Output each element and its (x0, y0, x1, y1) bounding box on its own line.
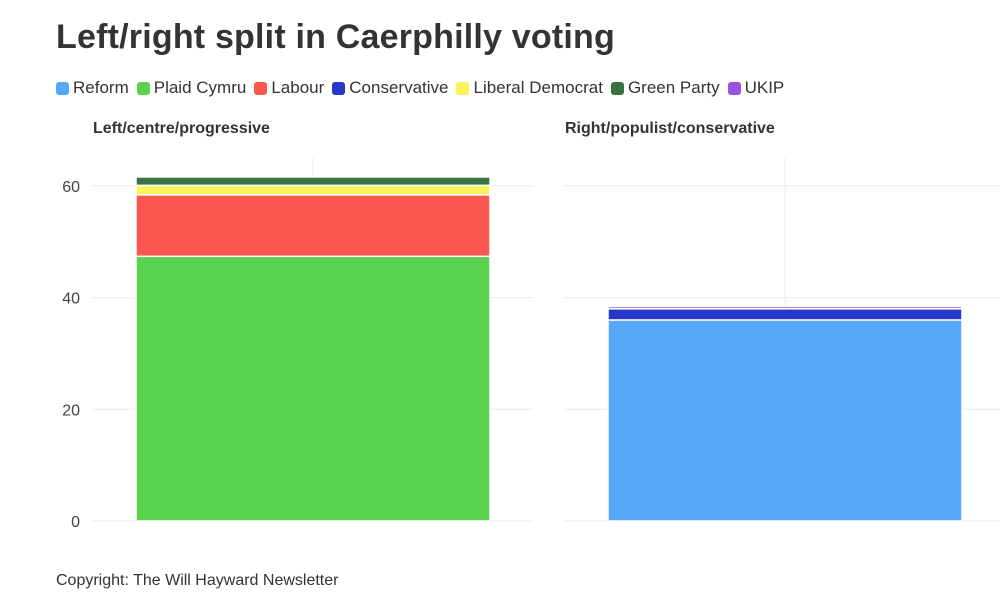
legend-swatch-conservative (332, 81, 346, 95)
legend-swatch-liberal-democrat (456, 81, 470, 95)
y-tick-label-40: 40 (62, 291, 80, 308)
y-tick-label-20: 20 (62, 402, 80, 419)
y-tick-label-60: 60 (62, 179, 80, 196)
chart-title: Left/right split in Caerphilly voting (56, 18, 615, 56)
panel-title-left: Left/centre/progressive (93, 120, 270, 137)
legend-item-conservative: Conservative (332, 78, 448, 98)
bar-segment-ukip (607, 305, 963, 310)
y-tick-label-0: 0 (71, 514, 80, 531)
legend-label-liberal-democrat: Liberal Democrat (473, 78, 603, 97)
legend-label-green-party: Green Party (627, 78, 720, 97)
legend-item-reform: Reform (56, 78, 129, 98)
legend-item-labour: Labour (254, 78, 324, 98)
bar-segment-liberal-democrat (135, 184, 491, 196)
legend-item-plaid-cymru: Plaid Cymru (136, 78, 247, 98)
legend-item-liberal-democrat: Liberal Democrat (456, 78, 603, 98)
bar-segment-labour (135, 194, 491, 258)
legend: Reform Plaid Cymru Labour Conservative L… (56, 78, 792, 98)
legend-swatch-ukip (727, 81, 741, 95)
bar-segment-conservative (607, 308, 963, 321)
legend-item-ukip: UKIP (727, 78, 785, 98)
bar-segment-green-party (135, 176, 491, 187)
legend-swatch-labour (254, 81, 268, 95)
legend-label-plaid-cymru: Plaid Cymru (153, 78, 247, 97)
bar-segment-reform (607, 319, 963, 522)
legend-swatch-green-party (610, 81, 624, 95)
legend-label-conservative: Conservative (349, 78, 449, 97)
panel-title-right: Right/populist/conservative (565, 120, 775, 137)
copyright-footer: Copyright: The Will Hayward Newsletter (56, 572, 339, 589)
bar-segment-plaid-cymru (135, 255, 491, 522)
legend-label-reform: Reform (73, 78, 129, 97)
legend-label-ukip: UKIP (744, 78, 785, 97)
legend-label-labour: Labour (271, 78, 325, 97)
legend-item-green-party: Green Party (610, 78, 720, 98)
legend-swatch-plaid-cymru (136, 81, 150, 95)
legend-swatch-reform (56, 81, 69, 95)
